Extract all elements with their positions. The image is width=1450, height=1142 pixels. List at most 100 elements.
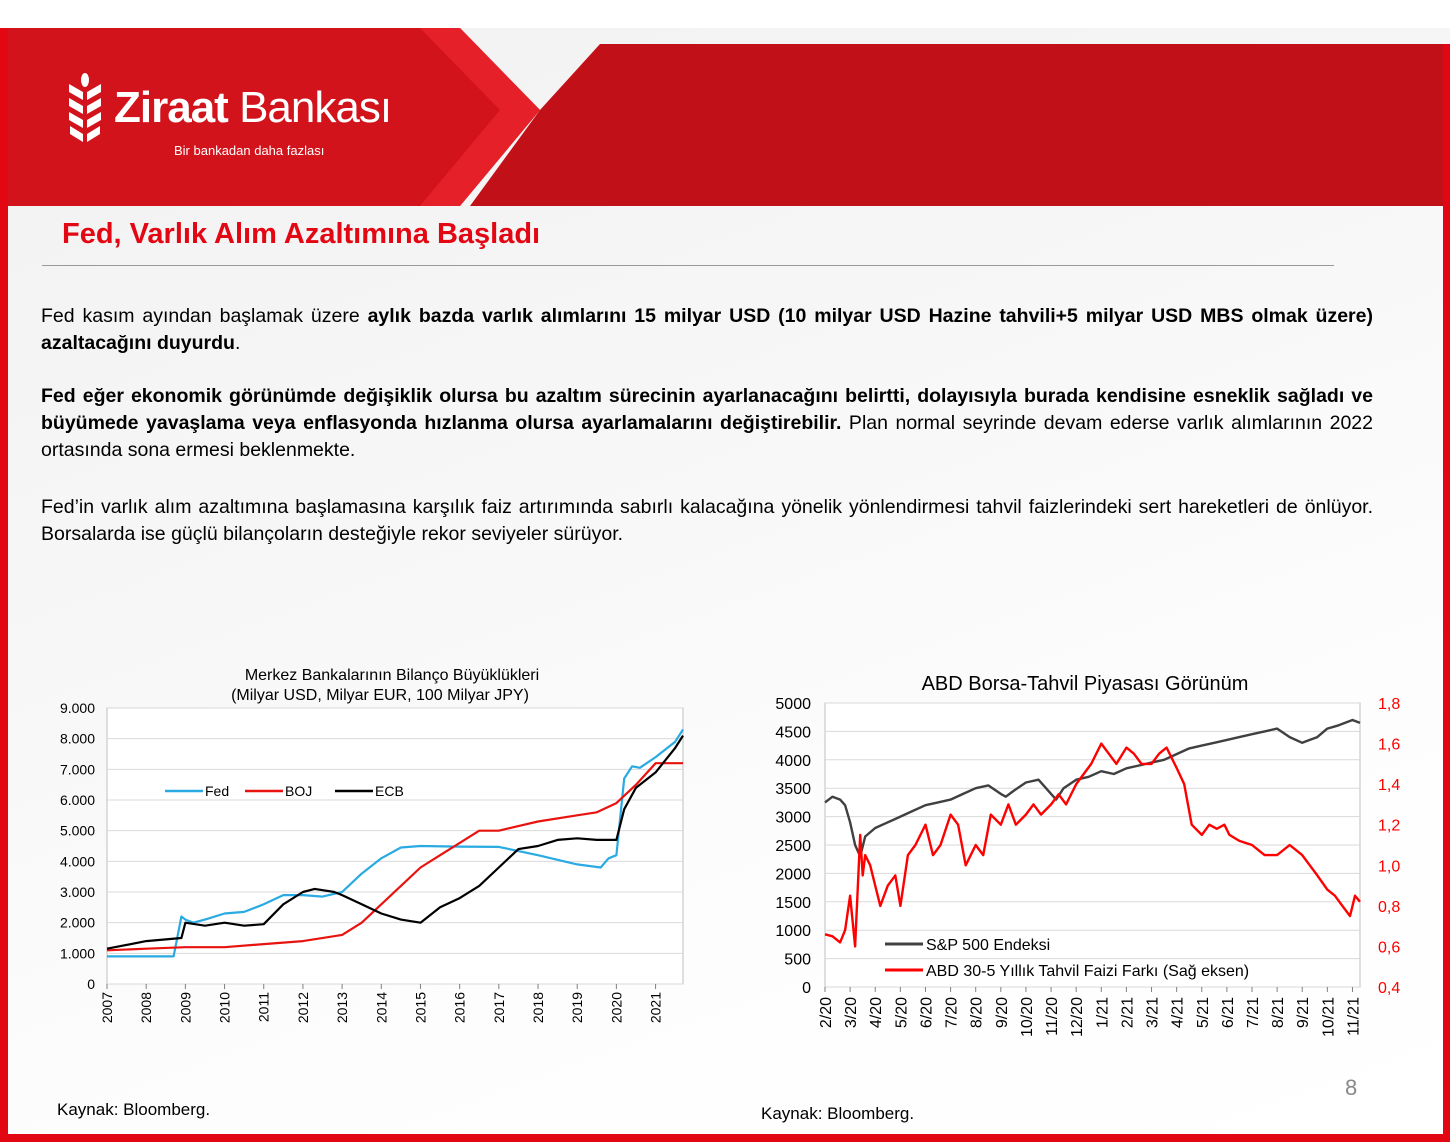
x-tick-label: 2012	[295, 992, 311, 1023]
plot-area	[106, 707, 684, 985]
stock-bond-chart: 0 500 1000 1500 2000 2500 3000 3500 4000 4500 5000…	[775, 673, 1400, 1037]
x-tick-label: 2/21	[1119, 997, 1136, 1028]
y2-tick-label: 1,4	[1378, 777, 1400, 794]
x-tick-label: 11/20	[1044, 997, 1061, 1036]
x-tick-label: 9/20	[994, 997, 1011, 1028]
balance-sheet-chart: 0 1.000 2.000 3.000 4.000 5.000 6.000 7.000 8.00…	[60, 667, 684, 1023]
y-tick-label: 0	[87, 976, 95, 992]
x-tick-label: 2017	[491, 992, 507, 1023]
x-tick-label: 5/20	[893, 997, 910, 1028]
x-tick-label: 7/20	[944, 997, 961, 1028]
frame-right-border	[1443, 44, 1450, 1142]
x-tick-label: 2018	[530, 992, 546, 1023]
chart-subtitle: (Milyar USD, Milyar EUR, 100 Milyar JPY)	[231, 687, 529, 704]
paragraph-1: Fed kasım ayından başlamak üzere aylık b…	[41, 305, 1373, 354]
x-tick-label: 8/21	[1270, 997, 1287, 1028]
title-divider	[42, 265, 1334, 266]
chart-title: ABD Borsa-Tahvil Piyasası Görünüm	[922, 673, 1249, 695]
page-number: 8	[1345, 1075, 1358, 1100]
source-note-right: Kaynak: Bloomberg.	[761, 1104, 915, 1123]
x-tick-label: 2015	[412, 992, 428, 1023]
x-tick-label: 2016	[452, 992, 468, 1023]
y-tick-label: 7.000	[60, 761, 95, 777]
x-tick-label: 2020	[608, 992, 624, 1023]
legend-label-boj: BOJ	[285, 783, 312, 799]
y-tick-label: 3.000	[60, 884, 95, 900]
frame-left-border	[0, 28, 8, 1142]
x-tick-label: 2011	[256, 992, 272, 1022]
legend-label-yield-spread: ABD 30-5 Yıllık Tahvil Faizi Farkı (Sağ …	[926, 963, 1249, 980]
x-tick-label: 4/20	[868, 997, 885, 1028]
x-tick-label: 9/21	[1295, 997, 1312, 1028]
x-tick-label: 2013	[334, 992, 350, 1023]
series-line-sp500	[824, 718, 1361, 858]
x-tick-label: 6/21	[1220, 997, 1237, 1028]
y-tick-label: 2000	[775, 866, 811, 883]
x-tick-label: 2021	[648, 992, 664, 1023]
x-tick-label: 2007	[99, 992, 115, 1023]
y-tick-label: 0	[802, 980, 811, 997]
y2-tick-label: 0,6	[1378, 939, 1400, 956]
y-tick-label: 4.000	[60, 853, 95, 869]
legend-label-sp500: S&P 500 Endeksi	[926, 937, 1050, 954]
y-tick-label: 4000	[775, 753, 811, 770]
x-tick-label: 2019	[569, 992, 585, 1023]
y2-tick-label: 1,6	[1378, 737, 1400, 754]
x-tick-label: 3/21	[1145, 997, 1162, 1028]
y2-tick-label: 1,0	[1378, 858, 1400, 875]
brand-tagline: Bir bankadan daha fazlası	[174, 143, 325, 158]
frame-bottom-border	[0, 1134, 1450, 1142]
x-tick-label: 2009	[177, 992, 193, 1023]
y-tick-label: 6.000	[60, 792, 95, 808]
y-tick-label: 5.000	[60, 823, 95, 839]
chart-title: Merkez Bankalarının Bilanço Büyüklükleri	[245, 667, 539, 684]
y2-tick-label: 1,2	[1378, 818, 1400, 835]
y-tick-label: 3000	[775, 810, 811, 827]
brand-name-bold: Ziraat	[114, 83, 229, 132]
header-band	[0, 28, 1450, 206]
y-tick-label: 4500	[775, 724, 811, 741]
legend-label-fed: Fed	[205, 783, 229, 799]
y2-tick-label: 1,8	[1378, 696, 1400, 713]
y-tick-label: 1000	[775, 923, 811, 940]
x-tick-label: 2010	[217, 992, 233, 1023]
x-tick-label: 12/20	[1069, 997, 1086, 1037]
y-tick-label: 2500	[775, 838, 811, 855]
series-line-boj	[106, 762, 683, 952]
x-tick-label: 5/21	[1195, 997, 1212, 1028]
series-line-fed	[107, 728, 684, 958]
y-tick-label: 5000	[775, 696, 811, 713]
x-tick-label: 2014	[373, 992, 389, 1023]
source-note-left: Kaynak: Bloomberg.	[57, 1100, 211, 1119]
y-tick-label: 8.000	[60, 731, 95, 747]
y-tick-label: 1500	[775, 895, 811, 912]
y2-tick-label: 0,4	[1378, 980, 1400, 997]
wheat-icon	[69, 73, 101, 142]
y-tick-label: 2.000	[60, 915, 95, 931]
x-tick-label: 3/20	[843, 997, 860, 1028]
y-tick-label: 1.000	[60, 945, 95, 961]
brand-name-regular: Bankası	[239, 83, 392, 132]
brand-logo: Ziraat Bankası	[66, 72, 392, 144]
x-tick-label: 10/21	[1320, 997, 1337, 1037]
x-tick-label: 10/20	[1019, 997, 1036, 1037]
x-tick-label: 4/21	[1170, 997, 1187, 1028]
series-line-ecb	[106, 735, 684, 950]
x-tick-label: 11/21	[1345, 997, 1362, 1036]
paragraph-2: Fed eğer ekonomik görünümde değişiklik o…	[41, 385, 1373, 461]
x-tick-label: 1/21	[1094, 997, 1111, 1028]
legend-label-ecb: ECB	[375, 783, 404, 799]
y-tick-label: 9.000	[60, 700, 95, 716]
series-line-yield-spread	[824, 742, 1361, 948]
x-tick-label: 6/20	[918, 997, 935, 1028]
y-tick-label: 3500	[775, 781, 811, 798]
x-tick-label: 8/20	[969, 997, 986, 1028]
x-tick-label: 2/20	[818, 997, 835, 1028]
x-tick-label: 2008	[138, 992, 154, 1023]
y-tick-label: 500	[784, 952, 811, 969]
paragraph-3: Fed’in varlık alım azaltımına başlamasın…	[41, 496, 1373, 545]
y2-tick-label: 0,8	[1378, 899, 1400, 916]
x-tick-label: 7/21	[1245, 997, 1262, 1028]
slide-title: Fed, Varlık Alım Azaltımına Başladı	[62, 218, 541, 250]
